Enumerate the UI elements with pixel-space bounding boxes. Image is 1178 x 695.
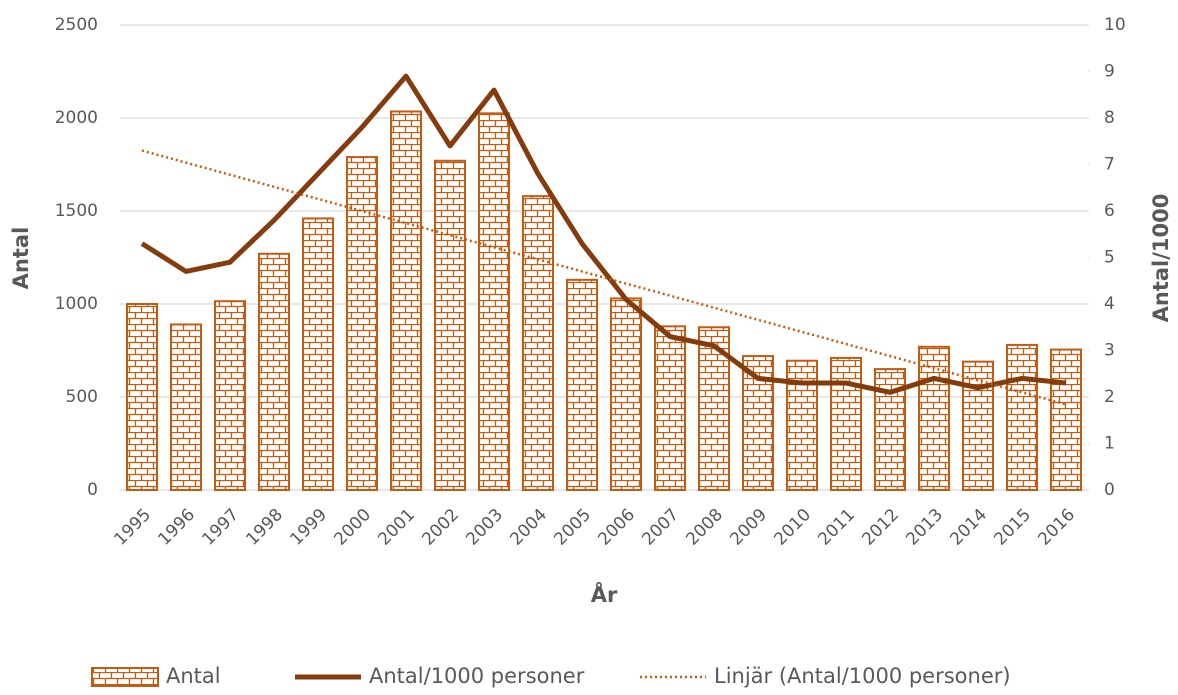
bar (610, 297, 642, 492)
bar (962, 360, 994, 491)
bar (1006, 343, 1038, 492)
x-tick-label: 1995 (110, 505, 155, 550)
y2-tick-label: 7 (1104, 155, 1115, 175)
x-tick-label: 2015 (990, 505, 1035, 550)
bar (346, 156, 378, 491)
bar (1050, 348, 1082, 491)
y2-tick-label: 6 (1104, 201, 1115, 221)
bar (830, 356, 862, 491)
x-tick-label: 2016 (1034, 505, 1079, 550)
x-tick-label: 1999 (286, 505, 331, 550)
x-tick-label: 2009 (726, 505, 771, 550)
bar (126, 303, 158, 491)
x-tick-label: 2012 (858, 505, 903, 550)
y2-tick-label: 9 (1104, 62, 1115, 82)
x-tick-label: 2011 (814, 505, 859, 550)
x-tick-label: 2002 (418, 505, 463, 550)
bar (654, 325, 686, 491)
x-tick-label: 2003 (462, 505, 507, 550)
x-tick-label: 1996 (154, 505, 199, 550)
y-axis-title: Antal (9, 227, 33, 290)
bar (302, 217, 334, 491)
y2-tick-label: 5 (1104, 248, 1115, 268)
y2-tick-label: 3 (1104, 341, 1115, 361)
y-tick-label: 2000 (55, 108, 98, 128)
y2-tick-label: 2 (1104, 387, 1115, 407)
legend-label: Linjär (Antal/1000 personer) (714, 664, 1011, 688)
bar (522, 195, 554, 491)
x-tick-label: 2000 (330, 505, 375, 550)
y2-tick-label: 8 (1104, 108, 1115, 128)
bar (214, 300, 246, 491)
x-tick-label: 2001 (374, 505, 419, 550)
bar (434, 159, 466, 491)
y-tick-label: 0 (87, 480, 98, 500)
y2-tick-label: 10 (1104, 15, 1126, 35)
x-tick-label: 2013 (902, 505, 947, 550)
x-tick-label: 2008 (682, 505, 727, 550)
legend-label: Antal/1000 personer (369, 664, 585, 688)
x-tick-label: 2014 (946, 505, 991, 550)
y2-tick-label: 4 (1104, 294, 1115, 314)
x-tick-label: 2010 (770, 505, 815, 550)
y-tick-label: 2500 (55, 15, 98, 35)
bar (566, 278, 598, 491)
x-tick-label: 2007 (638, 505, 683, 550)
y2-tick-label: 1 (1104, 434, 1115, 454)
x-tick-label: 2006 (594, 505, 639, 550)
y2-tick-label: 0 (1104, 480, 1115, 500)
y-tick-label: 1000 (55, 294, 98, 314)
x-axis-title: År (591, 582, 618, 607)
bar (170, 323, 202, 491)
y2-axis-title: Antal/1000 (1149, 194, 1173, 323)
bar (478, 112, 510, 491)
x-tick-label: 1998 (242, 505, 287, 550)
x-tick-label: 1997 (198, 505, 243, 550)
y-tick-label: 1500 (55, 201, 98, 221)
bar (390, 110, 422, 492)
line (140, 73, 1067, 395)
x-tick-label: 2005 (550, 505, 595, 550)
y-tick-label: 500 (66, 387, 98, 407)
bar (258, 252, 290, 491)
x-tick-label: 2004 (506, 505, 551, 550)
legend-label: Antal (166, 664, 221, 688)
legend-swatch (91, 667, 159, 687)
